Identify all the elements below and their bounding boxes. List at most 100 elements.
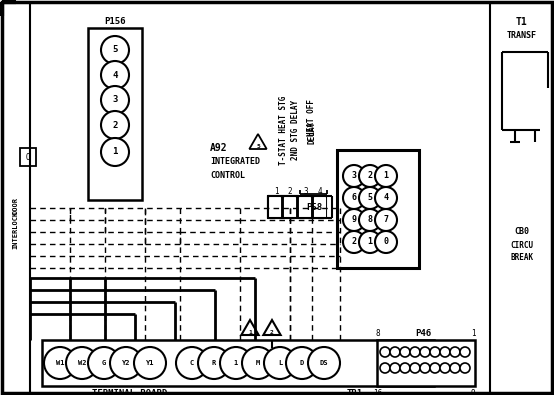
Text: W1: W1 [56,360,64,366]
Circle shape [410,363,420,373]
Text: 1: 1 [234,360,238,366]
Text: L: L [278,360,282,366]
Text: 6: 6 [351,194,357,203]
Circle shape [375,231,397,253]
Circle shape [44,347,76,379]
Circle shape [430,347,440,357]
Circle shape [440,347,450,357]
Circle shape [359,209,381,231]
Text: R: R [212,360,216,366]
Text: INTEGRATED: INTEGRATED [210,158,260,167]
Text: 9: 9 [471,389,475,395]
Text: BREAK: BREAK [510,252,534,261]
Circle shape [375,187,397,209]
Text: 3: 3 [304,188,309,196]
Text: 16: 16 [373,389,383,395]
Circle shape [440,363,450,373]
Circle shape [410,347,420,357]
Circle shape [343,165,365,187]
Text: 1: 1 [367,237,372,246]
Circle shape [375,209,397,231]
Circle shape [400,363,410,373]
Circle shape [420,363,430,373]
Text: 2: 2 [270,329,274,335]
Circle shape [390,347,400,357]
Text: P58: P58 [306,203,322,213]
Text: 5: 5 [256,143,260,149]
Text: Y2: Y2 [122,360,130,366]
Circle shape [400,347,410,357]
Text: 8: 8 [376,329,380,337]
Text: 3: 3 [351,171,357,181]
Text: TRANSF: TRANSF [507,32,537,41]
Circle shape [359,165,381,187]
Circle shape [176,347,208,379]
Bar [377,340,475,386]
Text: DELAY: DELAY [307,120,316,143]
Text: 2: 2 [112,120,117,130]
Text: CONTROL: CONTROL [210,171,245,179]
Circle shape [430,363,440,373]
Text: 2ND STG DELAY: 2ND STG DELAY [291,100,300,160]
Text: W2: W2 [78,360,86,366]
Circle shape [450,363,460,373]
Text: 1: 1 [248,329,252,335]
Bar [283,196,296,218]
Text: P46: P46 [415,329,431,337]
Bar [314,197,325,217]
Text: Y1: Y1 [146,360,154,366]
Text: 4: 4 [317,188,322,196]
Text: 5: 5 [367,194,372,203]
Circle shape [343,209,365,231]
Circle shape [359,231,381,253]
Circle shape [375,165,397,187]
Text: 4: 4 [112,70,117,79]
Text: A92: A92 [210,143,228,153]
Text: 1: 1 [274,188,278,196]
Text: 0: 0 [383,237,388,246]
Text: 1: 1 [383,171,388,181]
Text: INTERLOCK: INTERLOCK [12,211,18,249]
Circle shape [390,363,400,373]
Text: T1: T1 [516,17,528,27]
Circle shape [343,231,365,253]
Text: HEAT OFF: HEAT OFF [307,100,316,137]
Text: 9: 9 [351,216,357,224]
Text: 2: 2 [351,237,357,246]
Circle shape [101,61,129,89]
Bar [337,150,419,268]
Circle shape [380,347,390,357]
Text: TB1: TB1 [347,389,363,395]
Text: 1: 1 [471,329,475,337]
Circle shape [286,347,318,379]
Circle shape [242,347,274,379]
Text: 5: 5 [112,45,117,55]
Bar [299,197,310,217]
Text: DOOR: DOOR [12,196,18,214]
Circle shape [380,363,390,373]
Text: 3: 3 [112,96,117,105]
Text: 7: 7 [383,216,388,224]
Circle shape [198,347,230,379]
Text: O: O [25,152,30,162]
Circle shape [110,347,142,379]
Circle shape [264,347,296,379]
Bar [268,196,281,218]
Circle shape [460,347,470,357]
Text: DS: DS [320,360,329,366]
Text: CIRCU: CIRCU [510,241,534,250]
Circle shape [343,187,365,209]
Circle shape [101,111,129,139]
Circle shape [420,347,430,357]
Text: 4: 4 [383,194,388,203]
Circle shape [88,347,120,379]
Text: TERMINAL BOARD: TERMINAL BOARD [93,389,168,395]
Text: 2: 2 [367,171,372,181]
Circle shape [460,363,470,373]
Text: G: G [102,360,106,366]
Bar [20,148,36,166]
Text: C: C [190,360,194,366]
Text: P156: P156 [104,17,126,26]
Circle shape [101,138,129,166]
Circle shape [101,86,129,114]
